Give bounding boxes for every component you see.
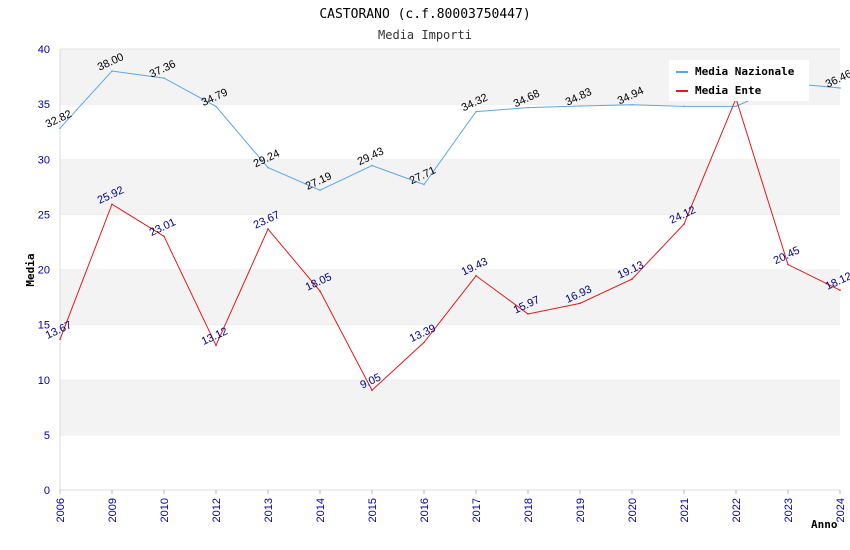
grid-band: [60, 269, 840, 325]
y-tick-label: 0: [44, 485, 50, 497]
data-point: [527, 313, 529, 315]
x-tick-label: 2022: [731, 498, 743, 522]
data-point: [631, 103, 633, 106]
data-point: [475, 110, 477, 113]
grid-bands: [59, 48, 840, 491]
data-point: [59, 338, 61, 341]
data-point: [423, 341, 425, 344]
series-line-ente: [59, 97, 841, 392]
chart-title: CASTORANO (c.f.80003750447): [319, 7, 530, 22]
x-tick-label: 2023: [783, 498, 795, 522]
data-point: [215, 105, 217, 108]
x-tick-label: 2019: [575, 498, 587, 522]
x-axis: 2006 2009 2010 2012 2013 2014 2015 2016 2017 2018…: [55, 490, 847, 522]
x-tick-label: 2012: [211, 498, 223, 522]
grid-band: [60, 434, 840, 490]
legend-label-nazionale: Media Nazionale: [695, 65, 795, 78]
y-tick-label: 10: [38, 375, 50, 387]
x-tick-label: 2014: [315, 498, 327, 522]
x-tick-label: 2013: [263, 498, 275, 522]
y-tick-label: 40: [38, 44, 50, 56]
y-tick-label: 30: [38, 154, 50, 166]
grid-band: [60, 214, 840, 270]
x-tick-label: 2015: [367, 498, 379, 522]
data-point: [111, 70, 113, 72]
data-point: [267, 166, 269, 169]
y-tick-label: 5: [44, 430, 50, 442]
data-point: [423, 183, 425, 186]
data-point: [839, 289, 841, 292]
x-tick-label: 2017: [471, 498, 483, 522]
x-tick-label: 2009: [107, 498, 119, 522]
x-tick-label: 2021: [679, 498, 691, 522]
data-point: [787, 263, 789, 266]
data-point: [163, 77, 165, 79]
legend: Media Nazionale Media Ente: [669, 60, 809, 101]
data-point: [59, 127, 61, 129]
data-point: [163, 235, 165, 238]
data-point: [215, 344, 217, 347]
data-point: [319, 189, 321, 192]
series-line-nazionale: [59, 70, 841, 191]
data-point: [735, 105, 737, 108]
x-tick-label: 2016: [419, 498, 431, 522]
y-axis-title: Media: [24, 253, 37, 286]
data-point: [319, 290, 321, 292]
data-point: [579, 105, 581, 107]
x-tick-label: 2024: [835, 498, 847, 522]
y-axis: 0 5 10 15 20 25 30 35 40: [38, 44, 50, 497]
data-point: [111, 203, 113, 206]
y-tick-label: 35: [38, 99, 50, 111]
data-point: [371, 164, 373, 167]
x-tick-label: 2018: [523, 498, 535, 522]
data-point: [579, 302, 581, 305]
data-point: [683, 105, 685, 108]
data-point: [631, 278, 633, 280]
y-tick-label: 25: [38, 209, 50, 221]
data-point: [839, 87, 841, 89]
x-tick-label: 2010: [159, 498, 171, 522]
x-axis-title: Anno: [811, 518, 838, 531]
chart-subtitle: Media Importi: [378, 28, 472, 42]
grid-band: [60, 104, 840, 160]
y-tick-label: 15: [38, 320, 50, 332]
data-point: [475, 274, 477, 277]
x-tick-label: 2020: [627, 498, 639, 522]
y-tick-label: 20: [38, 265, 50, 277]
legend-box: [669, 60, 809, 101]
legend-label-ente: Media Ente: [695, 84, 762, 97]
x-tick-label: 2006: [55, 498, 67, 522]
data-point: [527, 106, 529, 109]
data-point: [371, 389, 373, 392]
grid-band: [60, 379, 840, 435]
grid-band: [60, 324, 840, 380]
grid-band: [60, 159, 840, 215]
data-point: [683, 223, 685, 225]
data-point: [267, 228, 269, 230]
